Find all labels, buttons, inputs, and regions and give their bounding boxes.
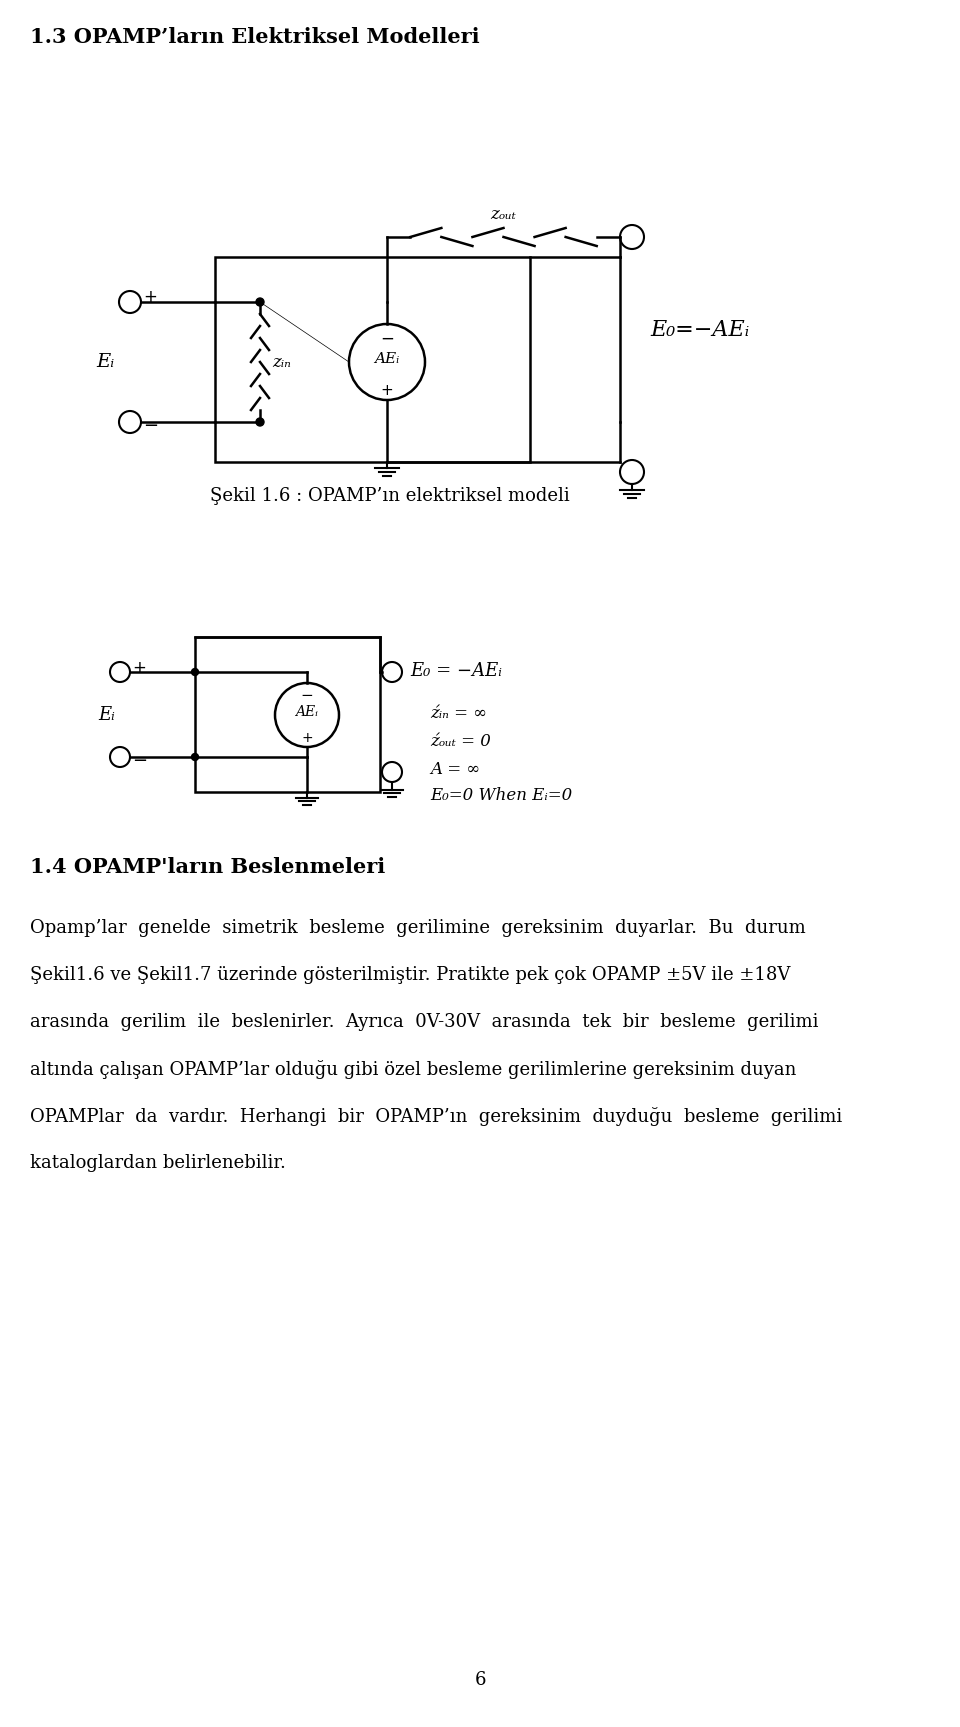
Text: kataloglardan belirlenebilir.: kataloglardan belirlenebilir.	[30, 1154, 286, 1173]
Circle shape	[349, 325, 425, 401]
Circle shape	[119, 411, 141, 433]
Text: Şekil1.6 ve Şekil1.7 üzerinde gösterilmiştir. Pratikte pek çok OPAMP ±5V ile ±18: Şekil1.6 ve Şekil1.7 üzerinde gösterilmi…	[30, 965, 790, 984]
Text: +: +	[380, 383, 394, 397]
Text: Şekil 1.6 : OPAMP’ın elektriksel modeli: Şekil 1.6 : OPAMP’ın elektriksel modeli	[210, 487, 570, 504]
Text: zₒᵤₜ: zₒᵤₜ	[491, 206, 516, 223]
Text: źₒᵤₜ = 0: źₒᵤₜ = 0	[430, 732, 491, 750]
Text: AEᵢ: AEᵢ	[374, 352, 399, 366]
Text: Opamp’lar  genelde  simetrik  besleme  gerilimine  gereksinim  duyarlar.  Bu  du: Opamp’lar genelde simetrik besleme geril…	[30, 919, 805, 938]
Circle shape	[620, 225, 644, 249]
Text: źᵢₙ = ∞: źᵢₙ = ∞	[430, 705, 487, 722]
Circle shape	[191, 668, 199, 675]
Text: 1.4 OPAMP'ların Beslenmeleri: 1.4 OPAMP'ların Beslenmeleri	[30, 857, 385, 877]
Text: E₀=0 When Eᵢ=0: E₀=0 When Eᵢ=0	[430, 786, 572, 803]
Text: E₀ = −AEᵢ: E₀ = −AEᵢ	[410, 661, 502, 680]
Text: Eᵢ: Eᵢ	[96, 352, 114, 371]
Circle shape	[110, 748, 130, 767]
Circle shape	[191, 753, 199, 760]
Circle shape	[256, 299, 264, 306]
Text: Eᵢ: Eᵢ	[99, 706, 115, 724]
Circle shape	[382, 762, 402, 782]
Text: −: −	[143, 416, 158, 435]
Text: 6: 6	[474, 1672, 486, 1689]
Bar	[195, 637, 380, 793]
Text: altında çalışan OPAMP’lar olduğu gibi özel besleme gerilimlerine gereksinim duya: altında çalışan OPAMP’lar olduğu gibi öz…	[30, 1060, 797, 1079]
Text: OPAMPlar  da  vardır.  Herhangi  bir  OPAMP’ın  gereksinim  duyduğu  besleme  ge: OPAMPlar da vardır. Herhangi bir OPAMP’ı…	[30, 1107, 842, 1126]
Circle shape	[119, 292, 141, 313]
Text: +: +	[301, 731, 313, 744]
Circle shape	[382, 661, 402, 682]
Text: −: −	[132, 751, 147, 770]
Circle shape	[110, 661, 130, 682]
Circle shape	[256, 418, 264, 427]
Text: AEᵢ: AEᵢ	[296, 705, 319, 718]
Text: zᵢₙ: zᵢₙ	[272, 354, 291, 371]
Bar	[215, 257, 530, 463]
Text: 1.3 OPAMP’ların Elektriksel Modelleri: 1.3 OPAMP’ların Elektriksel Modelleri	[30, 28, 480, 47]
Circle shape	[620, 459, 644, 484]
Text: +: +	[132, 660, 146, 677]
Text: A = ∞: A = ∞	[430, 760, 480, 777]
Text: E₀=−AEᵢ: E₀=−AEᵢ	[650, 318, 749, 340]
Circle shape	[275, 682, 339, 748]
Text: −: −	[300, 687, 313, 703]
Text: −: −	[380, 330, 394, 349]
Text: arasında  gerilim  ile  beslenirler.  Ayrıca  0V-30V  arasında  tek  bir  beslem: arasında gerilim ile beslenirler. Ayrıca…	[30, 1014, 819, 1031]
Text: +: +	[143, 288, 156, 306]
